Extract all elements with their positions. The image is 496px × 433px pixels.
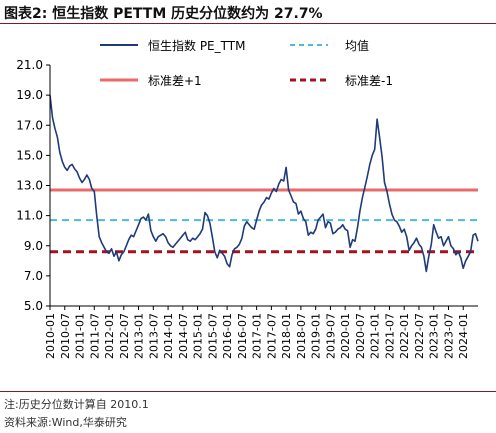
x-tick-label: 2015-01 [192,313,205,359]
x-tick-label: 2014-07 [177,313,190,359]
legend: 恒生指数 PE_TTM 均值 标准差+1 标准差-1 [100,38,393,88]
y-tick-label: 7.0 [24,269,43,283]
x-tick-label: 2011-07 [88,313,101,359]
y-tick-label: 11.0 [16,209,43,223]
legend-label-pe: 恒生指数 PE_TTM [148,38,245,53]
line-chart: 21.0 19.0 17.0 15.0 13.0 11.0 9.0 7.0 5.02010-01… [16,38,479,359]
x-tick-label: 2010-07 [59,313,72,359]
y-tick-label: 17.0 [16,118,43,132]
x-tick-label: 2021-07 [383,313,396,359]
x-tick-label: 2013-07 [147,313,160,359]
x-tick-label: 2022-01 [398,313,411,359]
y-tick-label: 13.0 [16,179,43,193]
chart-source: 资料来源:Wind,华泰研究 [4,416,127,429]
legend-label-minus1: 标准差-1 [345,74,393,88]
x-tick-label: 2022-07 [413,313,426,359]
series-layer [49,95,479,273]
title-rule [0,23,496,24]
y-tick-label: 15.0 [16,148,43,162]
pe-ttm-series [49,95,479,273]
x-tick-label: 2024-01 [457,313,470,359]
x-tick-label: 2019-01 [310,313,323,359]
y-tick-label: 9.0 [24,239,43,253]
x-tick-label: 2018-07 [295,313,308,359]
x-tick-label: 2014-01 [162,313,175,359]
x-tick-label: 2023-01 [428,313,441,359]
x-tick-label: 2013-01 [133,313,146,359]
reference-lines [50,188,478,254]
x-tick-label: 2020-01 [339,313,352,359]
axes: 21.0 19.0 17.0 15.0 13.0 11.0 9.0 7.0 5.02010-01… [16,58,478,359]
x-tick-label: 2020-07 [354,313,367,359]
chart-note: 注:历史分位数计算自 2010.1 [4,398,149,411]
x-tick-label: 2015-07 [206,313,219,359]
figure-title: 图表2: 恒生指数 PETTM 历史分位数约为 27.7% [4,6,323,22]
x-tick-label: 2011-01 [74,313,87,359]
x-tick-label: 2021-01 [369,313,382,359]
x-tick-label: 2012-01 [103,313,116,359]
legend-label-plus1: 标准差+1 [148,74,202,88]
x-tick-label: 2016-07 [236,313,249,359]
footer-rule [0,391,496,392]
x-tick-label: 2017-07 [265,313,278,359]
x-tick-label: 2018-01 [280,313,293,359]
x-tick-label: 2010-01 [44,313,57,359]
y-tick-label: 21.0 [16,58,43,72]
legend-label-mean: 均值 [345,38,369,53]
y-tick-label: 19.0 [16,88,43,102]
x-tick-label: 2016-01 [221,313,234,359]
y-tick-label: 5.0 [24,299,43,313]
x-tick-label: 2017-01 [251,313,264,359]
x-tick-label: 2023-07 [442,313,455,359]
x-tick-label: 2012-07 [118,313,131,359]
x-tick-label: 2019-07 [324,313,337,359]
